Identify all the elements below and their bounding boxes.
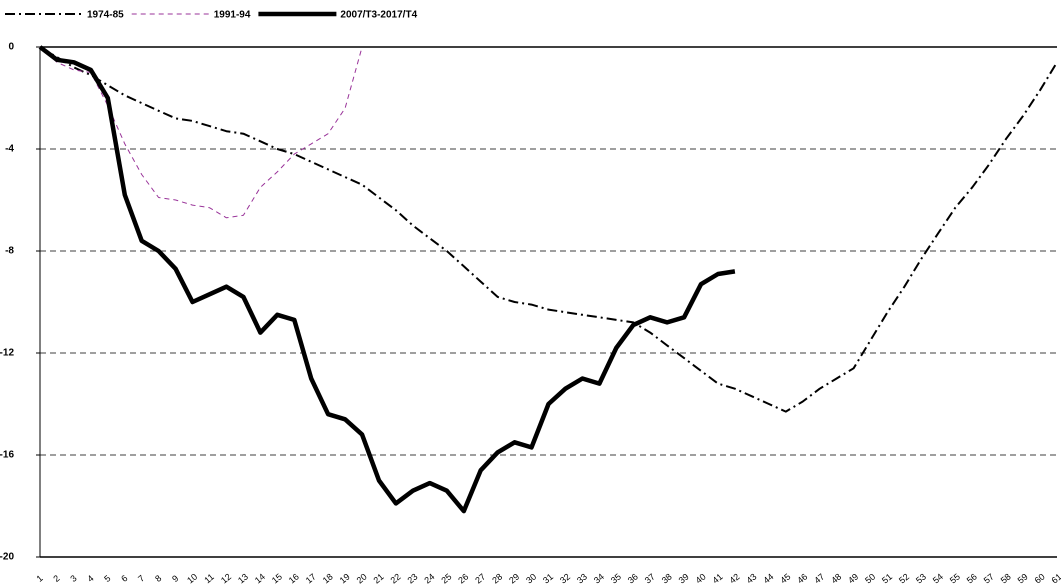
x-tick-label: 30 — [524, 571, 538, 585]
series-line — [39, 46, 363, 219]
x-tick-label: 35 — [609, 571, 623, 585]
x-tick-label: 11 — [202, 572, 216, 586]
x-tick-label: 34 — [592, 571, 606, 585]
x-tick-label: 56 — [965, 571, 979, 585]
x-tick-label: 4 — [85, 573, 95, 584]
x-tick-label: 2 — [51, 573, 61, 584]
series-line — [38, 45, 736, 514]
x-tick-label: 60 — [1033, 571, 1047, 585]
x-tick-label: 37 — [643, 571, 657, 585]
x-tick-label: 13 — [236, 571, 250, 585]
x-tick-label: 10 — [185, 571, 199, 585]
x-tick-label: 22 — [388, 571, 402, 585]
x-tick-label: 28 — [490, 571, 504, 585]
x-tick-label: 44 — [761, 571, 775, 585]
x-tick-label: 45 — [778, 571, 792, 585]
x-tick-label: 15 — [270, 571, 284, 585]
x-tick-label: 43 — [744, 571, 758, 585]
x-tick-label: 33 — [575, 571, 589, 585]
x-tick-label: 40 — [694, 571, 708, 585]
legend-label: 2007/T3-2017/T4 — [340, 10, 417, 21]
x-tick-label: 12 — [219, 571, 233, 585]
x-tick-label: 3 — [68, 573, 78, 584]
x-tick-label: 5 — [102, 573, 112, 584]
x-tick-label: 41 — [711, 571, 725, 585]
x-tick-label: 48 — [829, 571, 843, 585]
x-tick-label: 36 — [626, 571, 640, 585]
y-tick-label: -12 — [0, 348, 14, 359]
x-tick-label: 58 — [999, 571, 1013, 585]
x-tick-label: 14 — [253, 571, 267, 585]
x-tick-label: 32 — [558, 571, 572, 585]
series-line — [39, 46, 1058, 413]
x-tick-label: 47 — [812, 571, 826, 585]
x-tick-label: 29 — [507, 571, 521, 585]
x-tick-label: 59 — [1016, 571, 1030, 585]
y-tick-label: -4 — [5, 144, 14, 155]
x-tick-label: 17 — [304, 571, 318, 585]
y-tick-label: -16 — [0, 450, 14, 461]
x-tick-label: 16 — [287, 571, 301, 585]
x-tick-label: 49 — [846, 571, 860, 585]
x-tick-label: 26 — [456, 571, 470, 585]
x-tick-label: 39 — [677, 571, 691, 585]
x-tick-label: 20 — [355, 571, 369, 585]
legend-label: 1974-85 — [87, 10, 124, 21]
x-tick-label: 46 — [795, 571, 809, 585]
x-tick-label: 9 — [170, 573, 180, 584]
x-tick-label: 6 — [119, 573, 129, 584]
y-tick-label: -20 — [0, 552, 14, 563]
x-tick-label: 24 — [422, 571, 436, 585]
y-tick-label: 0 — [8, 42, 14, 53]
x-tick-label: 42 — [727, 571, 741, 585]
legend-label: 1991-94 — [214, 10, 251, 21]
x-tick-label: 19 — [338, 571, 352, 585]
x-tick-label: 23 — [405, 571, 419, 585]
x-tick-label: 50 — [863, 571, 877, 585]
x-tick-label: 54 — [931, 571, 945, 585]
x-tick-label: 1 — [34, 573, 44, 584]
x-tick-label: 53 — [914, 571, 928, 585]
x-tick-label: 38 — [660, 571, 674, 585]
x-tick-label: 52 — [897, 571, 911, 585]
y-tick-label: -8 — [5, 246, 14, 257]
x-tick-label: 55 — [948, 571, 962, 585]
x-tick-label: 18 — [321, 571, 335, 585]
x-tick-label: 25 — [439, 571, 453, 585]
x-tick-label: 21 — [372, 571, 386, 585]
x-tick-label: 51 — [880, 571, 894, 585]
x-tick-label: 57 — [982, 571, 996, 585]
x-tick-label: 31 — [541, 571, 555, 585]
x-tick-label: 27 — [473, 571, 487, 585]
x-tick-label: 7 — [136, 573, 146, 584]
x-tick-label: 8 — [153, 573, 163, 584]
x-tick-label: 61 — [1050, 571, 1061, 585]
